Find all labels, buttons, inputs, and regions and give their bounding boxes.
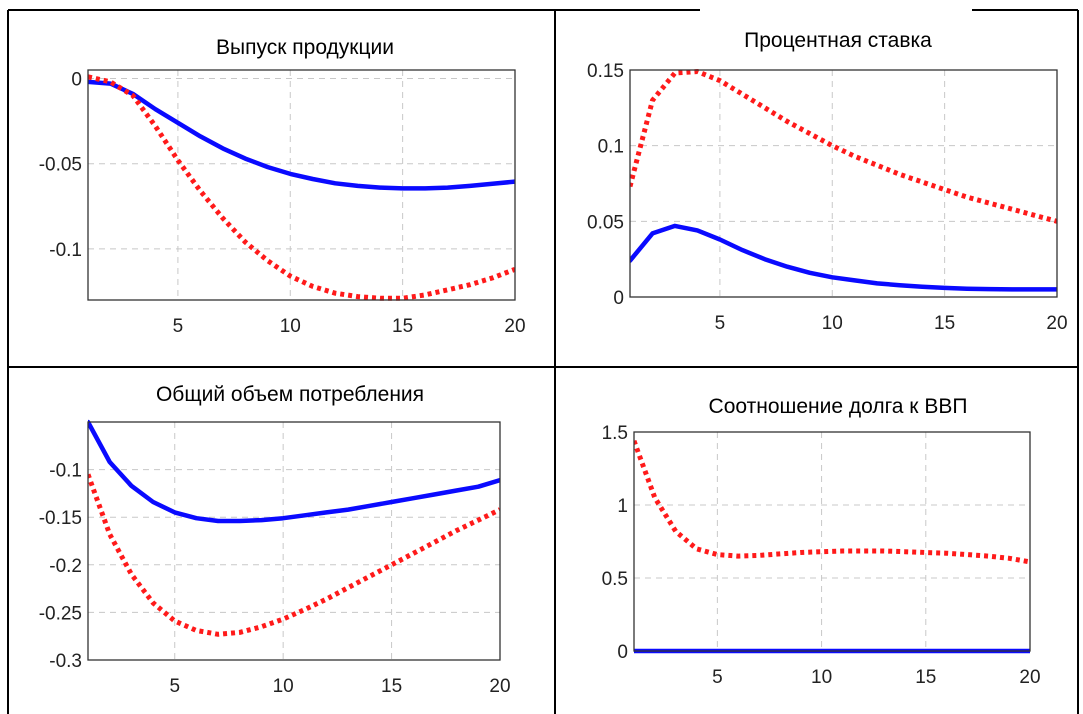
consumption-x-tick-label: 20 [489,676,510,697]
debt-to-gdp-y-tick-label: 1.5 [602,423,628,444]
interest-rate-y-tick-label: 0.15 [587,61,624,82]
panel-output: Выпуск продукции 5 10 15 20 0 -0.05 -0.1 [39,36,526,337]
debt-to-gdp-x-tick-label: 20 [1019,667,1040,688]
panel-consumption: Общий объем потребления 5 10 15 20 -0.1 -0.15… [39,383,511,697]
consumption-y-tick-label: -0.15 [39,508,82,529]
interest-rate-x-tick-label: 10 [822,313,843,334]
output-x-tick-label: 20 [504,316,525,337]
output-series-solid-line [88,79,515,191]
consumption-y-tick-label: -0.25 [39,603,82,624]
consumption-series-dotted-line [88,473,500,637]
consumption-series-solid-line [88,419,500,524]
output-y-tick-label: -0.1 [49,240,82,261]
interest-rate-series-solid-line [630,223,1057,292]
consumption-y-tick-label: -0.3 [49,651,82,672]
interest-rate-axes-box [629,69,1058,298]
debt-to-gdp-y-tick-label: 0 [617,642,628,663]
interest-rate-series-dotted-line [630,69,1057,224]
output-axes-box [87,69,516,301]
consumption-axes-box [87,421,501,661]
consumption-x-tick-label: 5 [169,676,180,697]
panel-output-title: Выпуск продукции [216,36,394,59]
output-y-tick-label: 0 [71,70,82,91]
output-y-tick-label: -0.05 [39,155,82,176]
panel-interest-rate-title: Процентная ставка [744,29,932,52]
panel-debt-to-gdp: Соотношение долга к ВВП 5 10 15 20 0 0.5 1 1.5 [602,395,1041,688]
interest-rate-x-tick-label: 15 [934,313,955,334]
debt-to-gdp-y-tick-label: 0.5 [602,569,628,590]
consumption-x-tick-label: 15 [381,676,402,697]
interest-rate-y-tick-label: 0.1 [598,137,624,158]
panel-consumption-title: Общий объем потребления [156,383,424,406]
output-x-tick-label: 10 [280,316,301,337]
panel-debt-to-gdp-title: Соотношение долга к ВВП [709,395,968,418]
output-x-tick-label: 5 [173,316,184,337]
debt-to-gdp-x-tick-label: 15 [915,667,936,688]
output-x-tick-label: 15 [392,316,413,337]
interest-rate-y-tick-label: 0.05 [587,212,624,233]
debt-to-gdp-series-dotted-line [634,439,1030,565]
output-series-dotted-line [88,74,515,301]
interest-rate-y-tick-label: 0 [613,288,624,309]
interest-rate-x-tick-label: 5 [715,313,726,334]
debt-to-gdp-y-tick-label: 1 [617,496,628,517]
figure-frame [7,9,1079,714]
consumption-y-tick-label: -0.1 [49,461,82,482]
debt-to-gdp-x-tick-label: 5 [712,667,723,688]
panel-interest-rate: Процентная ставка 5 10 15 20 0 0.05 0.1 0.15 [587,29,1068,334]
debt-to-gdp-x-tick-label: 10 [811,667,832,688]
consumption-x-tick-label: 10 [273,676,294,697]
interest-rate-x-tick-label: 20 [1046,313,1067,334]
consumption-y-tick-label: -0.2 [49,556,82,577]
debt-to-gdp-axes-box [633,431,1031,652]
